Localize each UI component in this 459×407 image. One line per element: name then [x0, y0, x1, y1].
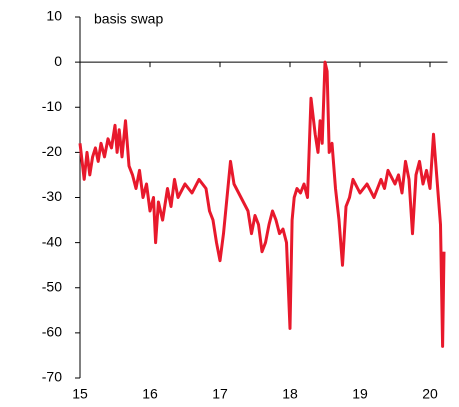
- y-tick-label: -70: [42, 369, 62, 385]
- y-tick-label: -10: [42, 98, 62, 114]
- y-tick-label: 10: [46, 8, 62, 24]
- x-tick-label: 19: [352, 386, 368, 402]
- x-tick-label: 18: [282, 386, 298, 402]
- y-tick-label: -60: [42, 324, 62, 340]
- x-tick-label: 20: [422, 386, 438, 402]
- y-tick-label: -20: [42, 143, 62, 159]
- y-tick-label: 0: [54, 53, 62, 69]
- y-tick-label: -40: [42, 233, 62, 249]
- x-tick-label: 17: [212, 386, 228, 402]
- series-line: [78, 60, 446, 348]
- annotation: basis swap: [94, 11, 163, 27]
- y-tick-label: -50: [42, 278, 62, 294]
- y-tick-label: -30: [42, 188, 62, 204]
- x-tick-label: 16: [142, 386, 158, 402]
- x-tick-label: 15: [72, 386, 88, 402]
